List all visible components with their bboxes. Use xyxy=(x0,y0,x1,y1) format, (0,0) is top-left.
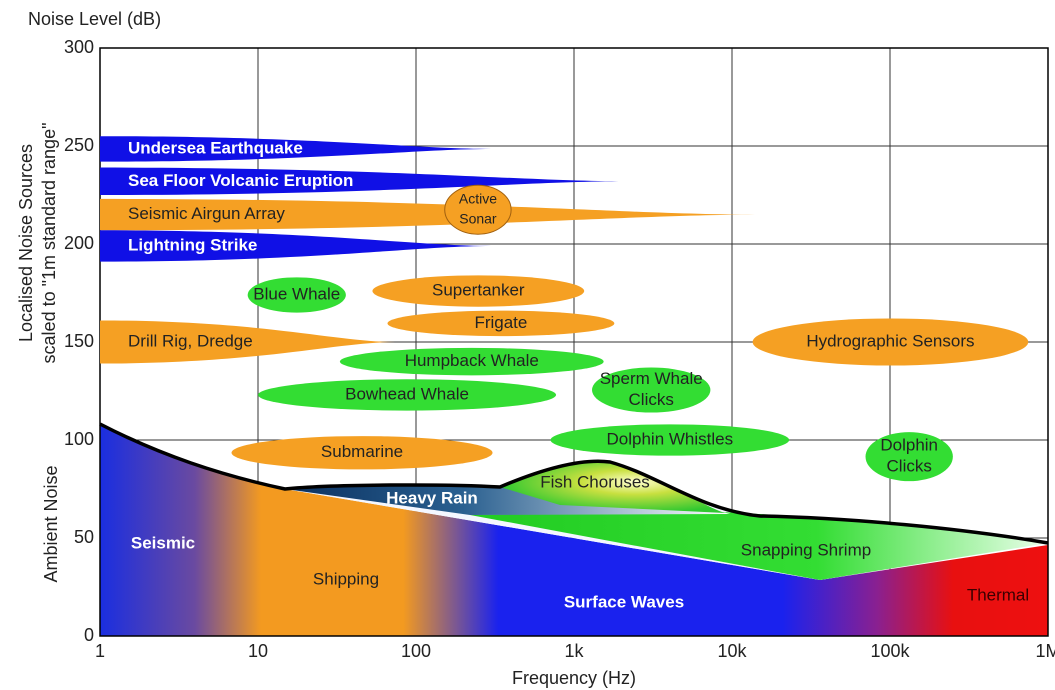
source-label: Submarine xyxy=(321,442,403,461)
source-label: Humpback Whale xyxy=(405,351,539,370)
source-label: Clicks xyxy=(629,390,674,409)
ambient-curve xyxy=(99,422,1049,545)
y-tick-label: 150 xyxy=(64,331,94,351)
ambient-label: Shipping xyxy=(313,569,379,588)
x-tick-label: 100k xyxy=(870,641,910,661)
y-axis-title: scaled to "1m standard range" xyxy=(39,123,59,364)
source-label: Active xyxy=(459,190,497,206)
y-tick-label: 50 xyxy=(74,527,94,547)
ambient-label: Seismic xyxy=(131,533,195,552)
y-tick-label: 250 xyxy=(64,135,94,155)
ambient-label: Thermal xyxy=(967,585,1029,604)
source-label: Supertanker xyxy=(432,281,525,300)
y-tick-label: 100 xyxy=(64,429,94,449)
y-tick-label: 200 xyxy=(64,233,94,253)
source-label: Dolphin xyxy=(880,436,938,455)
ambient-label: Heavy Rain xyxy=(386,488,478,507)
source-label: Undersea Earthquake xyxy=(128,138,303,157)
x-tick-label: 10k xyxy=(717,641,747,661)
source-label: Hydrographic Sensors xyxy=(806,331,974,350)
noise-source xyxy=(100,167,625,195)
source-label: Clicks xyxy=(887,457,932,476)
noise-source xyxy=(372,275,585,307)
noise-source xyxy=(592,367,711,413)
x-tick-label: 1k xyxy=(564,641,584,661)
noise-source xyxy=(550,424,790,456)
noise-source xyxy=(100,230,492,262)
x-tick-label: 100 xyxy=(401,641,431,661)
ambient-noise xyxy=(99,422,1049,636)
fish-choruses-region xyxy=(500,461,725,513)
ambient-label: Surface Waves xyxy=(564,592,684,611)
source-label: Sea Floor Volcanic Eruption xyxy=(128,171,353,190)
noise-source xyxy=(752,318,1029,366)
y-axis-title: Localised Noise Sources xyxy=(16,144,36,342)
noise-source xyxy=(258,379,557,411)
snapping-shrimp-region xyxy=(470,512,1048,580)
noise-source xyxy=(100,136,492,162)
noise-source xyxy=(444,184,512,235)
noise-source xyxy=(339,347,604,376)
source-label: Lightning Strike xyxy=(128,235,257,254)
chart-title: Noise Level (dB) xyxy=(28,9,161,29)
x-axis-title: Frequency (Hz) xyxy=(512,668,636,688)
ambient-base xyxy=(100,424,1048,636)
ambient-axis-title: Ambient Noise xyxy=(41,465,61,582)
source-label: Blue Whale xyxy=(253,284,340,303)
source-label: Dolphin Whistles xyxy=(607,429,734,448)
source-label: Sonar xyxy=(459,210,497,226)
y-tick-label: 300 xyxy=(64,37,94,57)
x-tick-label: 1 xyxy=(95,641,105,661)
source-label: Seismic Airgun Array xyxy=(128,204,285,223)
noise-source xyxy=(231,436,493,470)
y-tick-label: 0 xyxy=(84,625,94,645)
source-label: Drill Rig, Dredge xyxy=(128,331,253,350)
source-label: Sperm Whale xyxy=(600,369,703,388)
x-tick-label: 1M xyxy=(1035,641,1055,661)
ambient-label: Fish Choruses xyxy=(540,472,650,491)
source-label: Bowhead Whale xyxy=(345,384,469,403)
noise-source xyxy=(387,310,615,337)
noise-source xyxy=(100,320,396,364)
noise-source xyxy=(247,277,346,313)
noise-source xyxy=(100,198,756,231)
source-label: Frigate xyxy=(474,313,527,332)
x-tick-label: 10 xyxy=(248,641,268,661)
noise-source xyxy=(865,432,953,482)
ambient-label: Snapping Shrimp xyxy=(741,540,871,559)
